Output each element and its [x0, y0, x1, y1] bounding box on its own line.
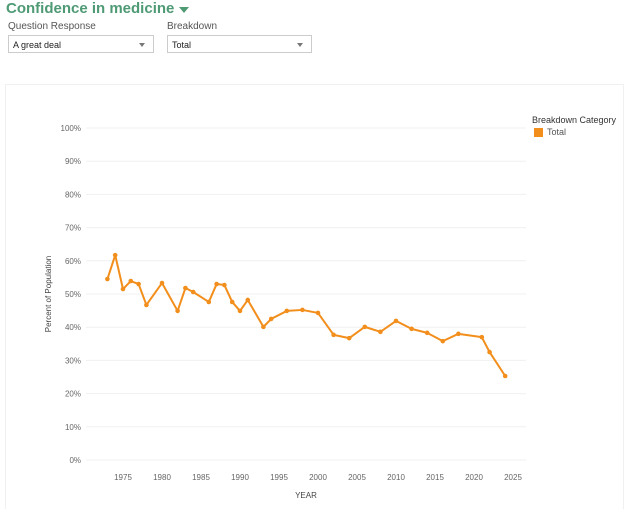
data-point[interactable]	[331, 332, 336, 338]
legend-swatch	[534, 127, 543, 137]
data-point[interactable]	[245, 297, 251, 303]
y-axis-label: Percent of Population	[44, 256, 53, 333]
legend-item-total[interactable]: Total	[534, 127, 566, 137]
data-point[interactable]	[112, 252, 118, 258]
breakdown-value: Total	[172, 40, 192, 50]
data-point[interactable]	[214, 281, 219, 287]
y-tick-label: 100%	[61, 124, 81, 133]
x-tick-label: 2005	[348, 473, 366, 482]
data-point[interactable]	[378, 329, 383, 335]
data-point[interactable]	[136, 281, 141, 287]
data-point[interactable]	[159, 280, 165, 286]
data-point[interactable]	[268, 316, 274, 322]
data-point[interactable]	[393, 318, 399, 324]
legend-title: Breakdown Category	[532, 115, 617, 125]
data-point[interactable]	[261, 324, 266, 330]
y-tick-label: 10%	[65, 423, 81, 432]
x-tick-label: 1980	[153, 473, 171, 482]
chevron-down-icon	[139, 43, 145, 47]
data-point[interactable]	[237, 308, 243, 314]
y-tick-label: 70%	[65, 224, 81, 233]
data-point[interactable]	[362, 324, 368, 330]
data-point[interactable]	[346, 335, 352, 341]
data-point[interactable]	[502, 373, 508, 379]
x-tick-label: 1995	[270, 473, 288, 482]
title-text: Confidence in medicine	[6, 0, 175, 17]
data-point[interactable]	[440, 338, 446, 344]
page-title[interactable]: Confidence in medicine	[6, 0, 190, 17]
x-tick-label: 1990	[231, 473, 249, 482]
data-point[interactable]	[222, 282, 227, 288]
question-response-label: Question Response	[8, 21, 96, 32]
x-tick-label: 2000	[309, 473, 327, 482]
data-point[interactable]	[105, 276, 110, 282]
y-tick-label: 80%	[65, 190, 81, 199]
question-response-select[interactable]: A great deal	[8, 35, 154, 53]
x-tick-label: 1975	[114, 473, 132, 482]
data-point[interactable]	[190, 289, 196, 295]
y-tick-label: 90%	[65, 157, 81, 166]
data-point[interactable]	[206, 299, 212, 305]
data-point[interactable]	[183, 285, 188, 291]
y-tick-label: 40%	[65, 323, 81, 332]
legend-label: Total	[547, 127, 567, 137]
x-tick-label: 2025	[504, 473, 522, 482]
caret-down-icon[interactable]	[179, 6, 190, 13]
data-point[interactable]	[300, 307, 305, 313]
x-tick-label: 2015	[426, 473, 444, 482]
x-tick-label: 2020	[465, 473, 483, 482]
x-axis-label: YEAR	[295, 491, 317, 500]
series-line-total	[106, 254, 507, 377]
data-point[interactable]	[456, 331, 461, 337]
breakdown-select[interactable]: Total	[167, 35, 312, 53]
question-response-value: A great deal	[13, 40, 62, 50]
data-point[interactable]	[144, 302, 149, 308]
data-point[interactable]	[284, 308, 290, 314]
data-point[interactable]	[128, 278, 134, 284]
y-tick-label: 30%	[65, 356, 81, 365]
data-point[interactable]	[229, 299, 235, 305]
data-point[interactable]	[487, 349, 492, 355]
y-tick-label: 20%	[65, 390, 81, 399]
data-point[interactable]	[175, 308, 180, 314]
x-tick-label: 1985	[192, 473, 210, 482]
data-point[interactable]	[479, 334, 485, 340]
y-tick-label: 50%	[65, 290, 81, 299]
data-point[interactable]	[424, 330, 430, 336]
data-point[interactable]	[120, 286, 126, 292]
data-point[interactable]	[409, 326, 414, 332]
y-tick-label: 60%	[65, 257, 81, 266]
x-tick-label: 2010	[387, 473, 405, 482]
chevron-down-icon	[297, 43, 303, 47]
breakdown-label: Breakdown	[167, 21, 218, 32]
data-point[interactable]	[315, 310, 321, 316]
y-tick-label: 0%	[69, 456, 81, 465]
